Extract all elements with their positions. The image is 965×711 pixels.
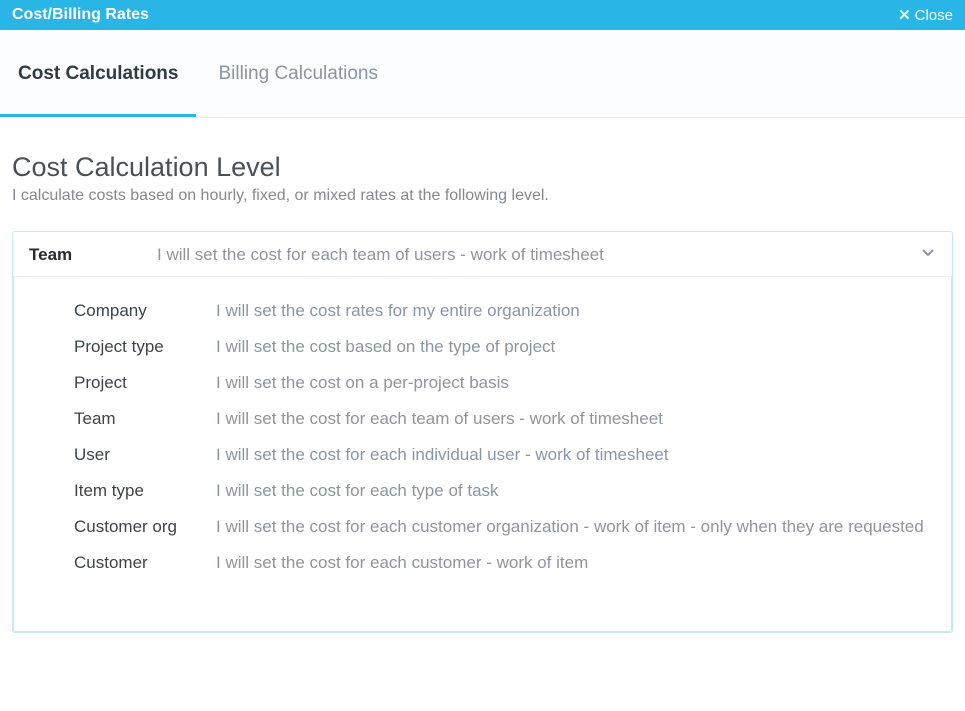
option-label: Team xyxy=(74,409,216,429)
option-label: Customer xyxy=(74,553,216,573)
option-team[interactable]: Team I will set the cost for each team o… xyxy=(14,401,951,437)
select-header[interactable]: Team I will set the cost for each team o… xyxy=(13,232,952,277)
modal-title: Cost/Billing Rates xyxy=(12,6,149,24)
content-area: Cost Calculation Level I calculate costs… xyxy=(0,118,965,633)
option-desc: I will set the cost based on the type of… xyxy=(216,337,555,357)
selected-value-label: Team xyxy=(29,245,157,265)
option-customer-org[interactable]: Customer org I will set the cost for eac… xyxy=(14,509,951,545)
tab-billing-calculations[interactable]: Billing Calculations xyxy=(218,32,377,116)
select-dropdown: Company I will set the cost rates for my… xyxy=(13,276,952,632)
option-label: Company xyxy=(74,301,216,321)
cost-level-select: Team I will set the cost for each team o… xyxy=(12,231,953,633)
option-item-type[interactable]: Item type I will set the cost for each t… xyxy=(14,473,951,509)
tabs: Cost Calculations Billing Calculations xyxy=(0,30,965,118)
option-desc: I will set the cost for each customer - … xyxy=(216,553,588,573)
option-customer[interactable]: Customer I will set the cost for each cu… xyxy=(14,545,951,581)
option-company[interactable]: Company I will set the cost rates for my… xyxy=(14,293,951,329)
selected-value-desc: I will set the cost for each team of use… xyxy=(157,245,920,265)
section-description: I calculate costs based on hourly, fixed… xyxy=(12,187,953,205)
option-label: User xyxy=(74,445,216,465)
option-label: Customer org xyxy=(74,517,216,537)
option-desc: I will set the cost for each customer or… xyxy=(216,517,924,537)
option-label: Project xyxy=(74,373,216,393)
option-desc: I will set the cost for each team of use… xyxy=(216,409,663,429)
close-icon: ✕ xyxy=(898,6,911,24)
chevron-down-icon xyxy=(920,244,936,265)
option-label: Item type xyxy=(74,481,216,501)
tab-cost-calculations[interactable]: Cost Calculations xyxy=(18,32,178,116)
option-desc: I will set the cost for each individual … xyxy=(216,445,669,465)
close-button[interactable]: ✕ Close xyxy=(898,6,953,24)
section-title: Cost Calculation Level xyxy=(12,152,953,183)
modal-header: Cost/Billing Rates ✕ Close xyxy=(0,0,965,30)
option-user[interactable]: User I will set the cost for each indivi… xyxy=(14,437,951,473)
option-label: Project type xyxy=(74,337,216,357)
option-desc: I will set the cost rates for my entire … xyxy=(216,301,580,321)
option-desc: I will set the cost on a per-project bas… xyxy=(216,373,509,393)
option-project[interactable]: Project I will set the cost on a per-pro… xyxy=(14,365,951,401)
close-label: Close xyxy=(915,7,953,24)
option-project-type[interactable]: Project type I will set the cost based o… xyxy=(14,329,951,365)
option-desc: I will set the cost for each type of tas… xyxy=(216,481,499,501)
